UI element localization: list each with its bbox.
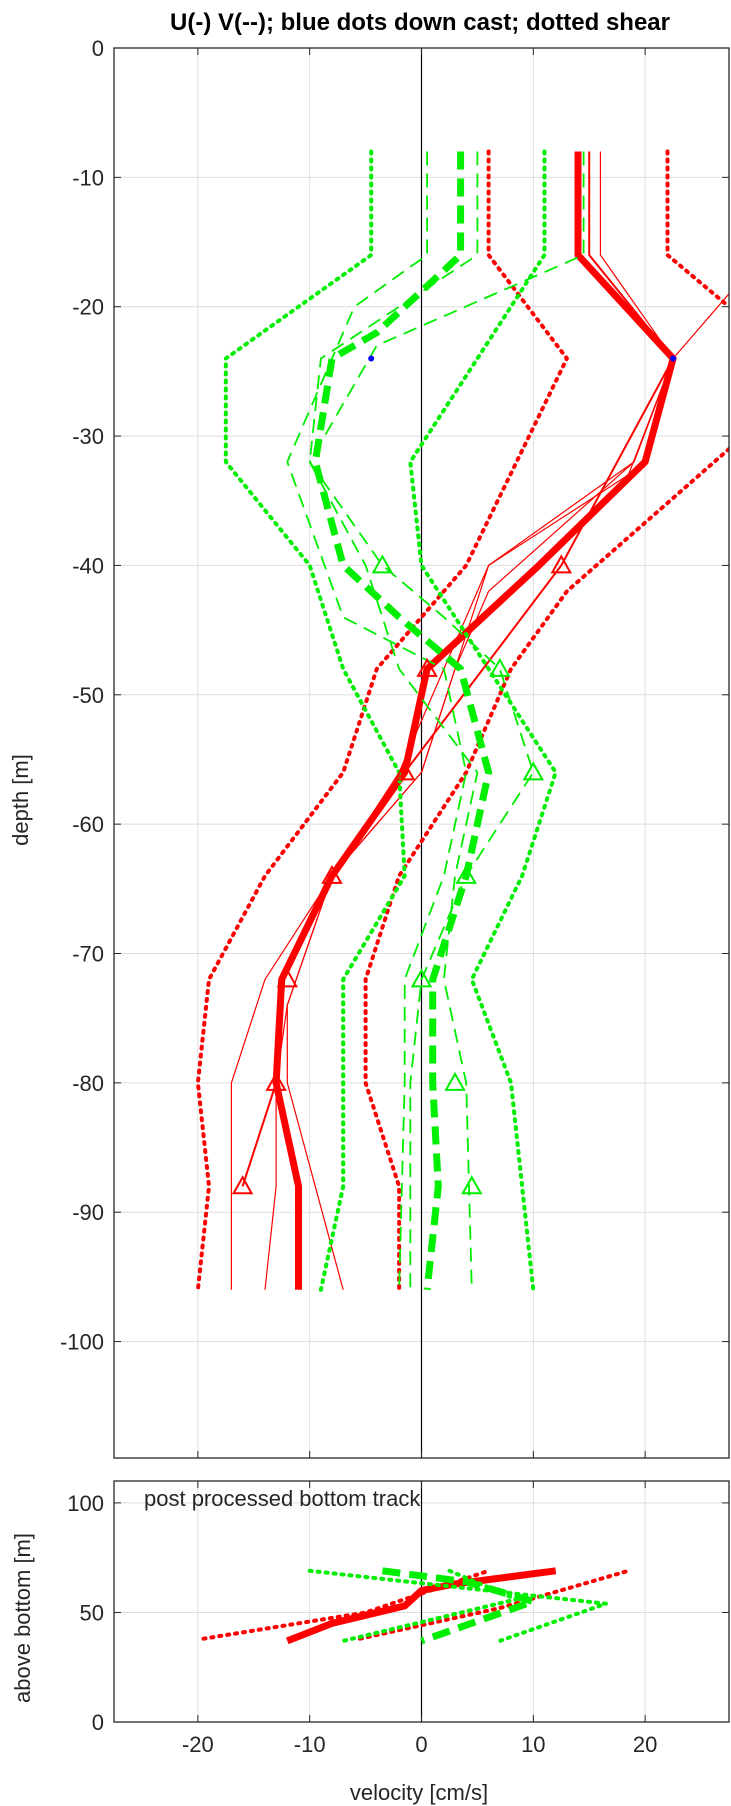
u-triangle-marker (321, 864, 343, 884)
series-group (195, 149, 729, 1292)
series-line-6 (341, 1568, 519, 1643)
downcast-blue-dot (670, 355, 677, 362)
plot-annotation: post processed bottom track (144, 1486, 421, 1511)
u-triangle-marker (550, 554, 573, 574)
series-line-2 (241, 151, 675, 1187)
series-line-5 (307, 1568, 608, 1643)
u-triangle-marker (231, 1175, 254, 1195)
y-tick-label: -100 (60, 1330, 104, 1355)
series-group (201, 1567, 631, 1645)
series-line-9 (311, 151, 493, 1291)
y-tick-label: 0 (92, 1710, 104, 1735)
y-tick-label: 50 (80, 1600, 104, 1625)
series-line-11 (286, 151, 468, 1290)
u-triangle-marker (276, 968, 299, 988)
v-triangle-marker (444, 1071, 466, 1091)
x-axis-label: velocity [cm/s] (350, 1780, 488, 1805)
v-triangle-marker (461, 1175, 483, 1195)
downcast-blue-dot (368, 355, 375, 362)
y-axis-label-bottom: above bottom [m] (10, 1533, 35, 1703)
y-tick-label: -20 (72, 295, 104, 320)
v-triangle-marker (489, 657, 511, 677)
x-tick-label: 20 (633, 1732, 657, 1757)
y-tick-label: -80 (72, 1071, 104, 1096)
series-line-1 (272, 151, 677, 1290)
series-line-6 (195, 149, 569, 1292)
x-tick-label: 0 (415, 1732, 427, 1757)
bottom-track-plot: 0 50 100 -20 -10 0 10 20 (67, 1480, 730, 1757)
v-triangle-marker (371, 554, 394, 574)
series-line-8 (363, 447, 729, 1292)
y-tick-label: -70 (72, 942, 104, 967)
y-tick-label: 0 (92, 36, 104, 61)
series-line-7 (665, 149, 729, 309)
chart-title: U(-) V(--); blue dots down cast; dotted … (170, 9, 670, 36)
series-line-4 (381, 1567, 537, 1645)
y-tick-label: -90 (72, 1200, 104, 1225)
depth-profile-plot: 0 -10 -20 -30 -40 -50 -60 -70 -80 -90 -100 (60, 36, 730, 1459)
x-tick-label: 10 (521, 1732, 545, 1757)
series-line-5 (264, 358, 674, 1290)
v-triangle-marker (455, 864, 477, 884)
x-tick-label: -10 (294, 1732, 326, 1757)
y-tick-label: 100 (67, 1491, 104, 1516)
y-axis-label: depth [m] (8, 754, 33, 846)
x-tick-label: -20 (182, 1732, 214, 1757)
u-triangle-marker (416, 657, 438, 677)
y-tick-label: -30 (72, 424, 104, 449)
u-triangle-marker (265, 1071, 287, 1091)
series-line-13 (223, 149, 407, 1292)
y-tick-label: -40 (72, 553, 104, 578)
series-line-12 (308, 151, 479, 1290)
y-tick-label: -50 (72, 683, 104, 708)
y-tick-label: -10 (72, 165, 104, 190)
v-triangle-marker (410, 968, 433, 988)
series-line-14 (408, 149, 558, 1292)
series-line-3 (358, 1568, 631, 1641)
u-triangle-marker (393, 761, 416, 781)
v-triangle-marker (522, 761, 545, 781)
y-tick-label: -60 (72, 812, 104, 837)
